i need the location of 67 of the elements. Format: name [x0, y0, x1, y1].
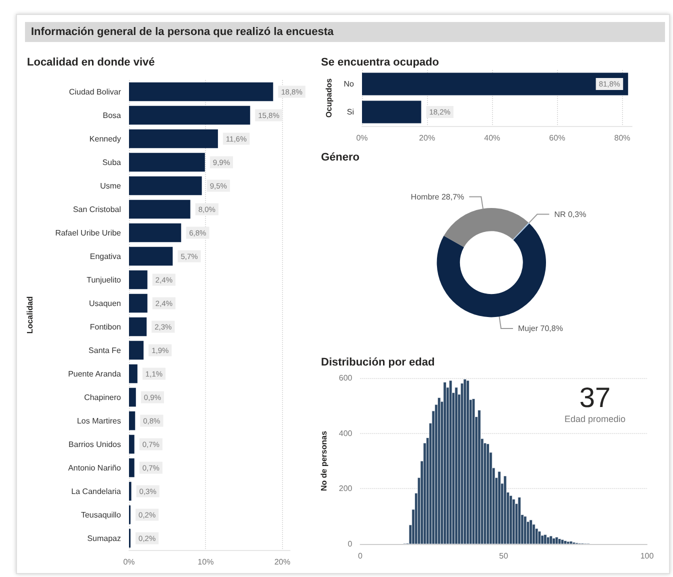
- y-tick-label: Chapinero: [84, 392, 122, 402]
- chart-title: Se encuentra ocupado: [321, 56, 440, 68]
- bar: [129, 223, 182, 242]
- slice-label: Hombre 28,7%: [410, 192, 464, 202]
- y-tick-label: Puente Aranda: [68, 369, 122, 378]
- bar: [129, 82, 274, 102]
- y-tick-label: San Cristobal: [72, 204, 122, 214]
- bar: [129, 106, 250, 125]
- y-tick-label: Antonio Nariño: [68, 463, 122, 472]
- x-tick-label: 0%: [123, 558, 135, 566]
- chart-title: Localidad en donde vivé: [27, 56, 155, 68]
- y-tick-label: Tunjuelito: [86, 275, 122, 284]
- x-tick-label: 40%: [484, 134, 500, 142]
- x-tick-label: 50: [499, 552, 509, 560]
- y-tick-label: Santa Fe: [88, 346, 122, 355]
- annotation: 37: [578, 382, 612, 414]
- bar: [129, 246, 173, 266]
- x-tick-label: 80%: [614, 134, 630, 142]
- text: Información general de la persona que realizó la encuesta: [25, 22, 665, 42]
- y-tick-label: Engativa: [90, 252, 122, 261]
- x-tick-label: 100: [640, 552, 654, 560]
- y-tick-label: Sumapaz: [87, 534, 121, 543]
- x-tick-label: 20%: [419, 134, 436, 142]
- y-tick-label: 600: [338, 374, 353, 382]
- chart-title: Distribución por edad: [321, 356, 435, 368]
- y-tick-label: 400: [338, 428, 353, 438]
- y-tick-label: Si: [346, 108, 354, 116]
- y-axis-title: No de personas: [320, 430, 328, 492]
- y-tick-label: No: [344, 80, 355, 88]
- y-tick-label: Kennedy: [89, 134, 121, 144]
- x-tick-label: 60%: [549, 134, 566, 142]
- slice-label: Mujer 70,8%: [518, 324, 563, 333]
- bar: [129, 152, 205, 172]
- x-tick-label: 0: [358, 552, 364, 560]
- y-tick-label: 200: [338, 484, 353, 494]
- bar: [129, 388, 136, 407]
- y-axis-title: Localidad: [26, 296, 34, 334]
- bar: [129, 340, 144, 360]
- y-tick-label: 0: [348, 540, 353, 548]
- y-tick-label: Barrios Unidos: [68, 440, 121, 449]
- y-tick-label: Usme: [100, 181, 122, 190]
- y-tick-label: La Candelaria: [71, 486, 122, 496]
- annotation: Edad promedio: [563, 414, 627, 424]
- y-tick-label: Bosa: [102, 110, 122, 120]
- bar: [129, 458, 134, 478]
- chart-title: Género: [321, 152, 360, 164]
- x-tick-label: 20%: [274, 558, 290, 566]
- bar: [129, 200, 190, 219]
- y-tick-label: Suba: [102, 158, 122, 167]
- x-tick-label: 0%: [356, 134, 368, 142]
- bar: [129, 317, 147, 336]
- y-tick-label: Ciudad Bolivar: [68, 87, 122, 96]
- x-tick-label: 10%: [198, 558, 214, 566]
- y-tick-label: Fontibon: [90, 322, 121, 332]
- y-tick-label: Rafael Uribe Uribe: [55, 228, 122, 238]
- y-tick-label: Teusaquillo: [80, 510, 122, 520]
- bar: [129, 411, 136, 430]
- bar: [129, 270, 148, 290]
- y-tick-label: Usaquen: [88, 298, 121, 308]
- y-tick-label: Los Martires: [76, 416, 121, 426]
- bar: [129, 176, 202, 196]
- bar: [129, 294, 148, 313]
- bar: [129, 129, 218, 148]
- bar: [129, 364, 138, 384]
- slice-label: NR 0,3%: [554, 210, 586, 219]
- bar: [129, 434, 134, 454]
- y-axis-title: Ocupados: [324, 78, 334, 118]
